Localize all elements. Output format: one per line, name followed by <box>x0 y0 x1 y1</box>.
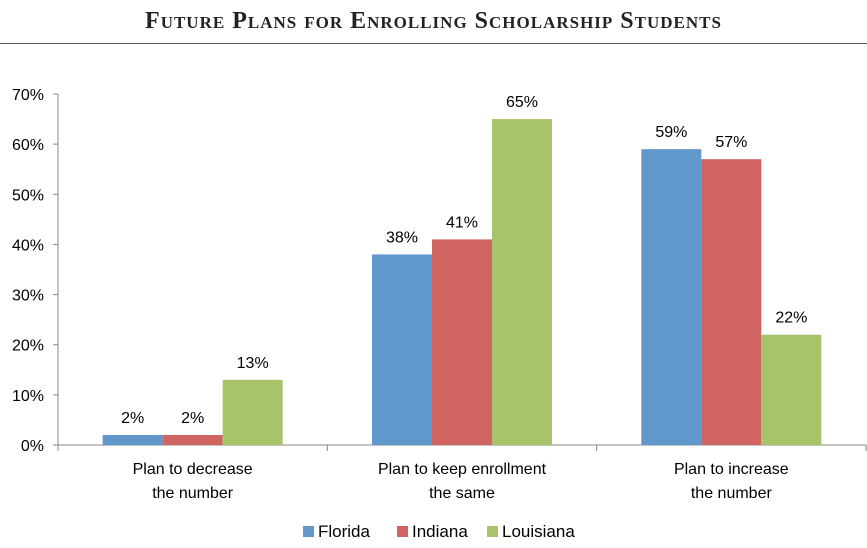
category-label: Plan to increase <box>674 461 789 478</box>
legend-label-indiana: Indiana <box>412 522 468 541</box>
bar-florida-2 <box>641 149 702 445</box>
bar-louisiana-2 <box>761 334 822 445</box>
bar-louisiana-0 <box>222 379 283 445</box>
legend-label-louisiana: Louisiana <box>502 522 575 541</box>
data-label: 13% <box>237 355 269 372</box>
bar-florida-1 <box>372 254 432 445</box>
y-tick-label: 70% <box>12 87 44 104</box>
title-divider <box>0 43 867 44</box>
y-tick-label: 60% <box>12 137 44 154</box>
chart-title: Future Plans for Enrolling Scholarship S… <box>145 8 722 34</box>
data-labels: 2% 2% 13% 38% 41% 65% 59% 57% 22% <box>121 94 807 427</box>
bar-louisiana-1 <box>492 119 552 446</box>
category-label: the number <box>691 485 773 502</box>
legend-swatch-florida <box>303 526 314 537</box>
data-label: 38% <box>386 229 418 246</box>
category-label: the number <box>152 485 234 502</box>
data-label: 59% <box>655 124 687 141</box>
legend: Florida Indiana Louisiana <box>303 522 575 541</box>
bar-florida-0 <box>102 434 163 445</box>
category-labels: Plan to decrease the number Plan to keep e… <box>133 461 789 502</box>
bar-indiana-1 <box>432 239 492 445</box>
data-label: 2% <box>181 410 204 427</box>
y-tick-label: 20% <box>12 338 44 355</box>
y-tick-label: 50% <box>12 187 44 204</box>
data-label: 22% <box>775 310 807 327</box>
category-label: the same <box>429 485 495 502</box>
bar-indiana-2 <box>701 159 762 445</box>
y-tick-label: 0% <box>21 438 44 455</box>
y-axis: 0% 10% 20% 30% 40% 50% 60% 70% <box>12 87 59 455</box>
bar-indiana-0 <box>162 434 223 445</box>
x-axis <box>53 444 867 451</box>
data-label: 65% <box>506 94 538 111</box>
legend-swatch-louisiana <box>487 526 498 537</box>
data-label: 2% <box>121 410 144 427</box>
legend-swatch-indiana <box>397 526 408 537</box>
y-tick-label: 30% <box>12 288 44 305</box>
data-label: 41% <box>446 214 478 231</box>
legend-label-florida: Florida <box>318 522 371 541</box>
category-label: Plan to keep enrollment <box>378 461 547 478</box>
y-tick-label: 40% <box>12 237 44 254</box>
category-label: Plan to decrease <box>133 461 253 478</box>
y-tick-label: 10% <box>12 388 44 405</box>
data-label: 57% <box>715 134 747 151</box>
bars <box>102 119 822 446</box>
